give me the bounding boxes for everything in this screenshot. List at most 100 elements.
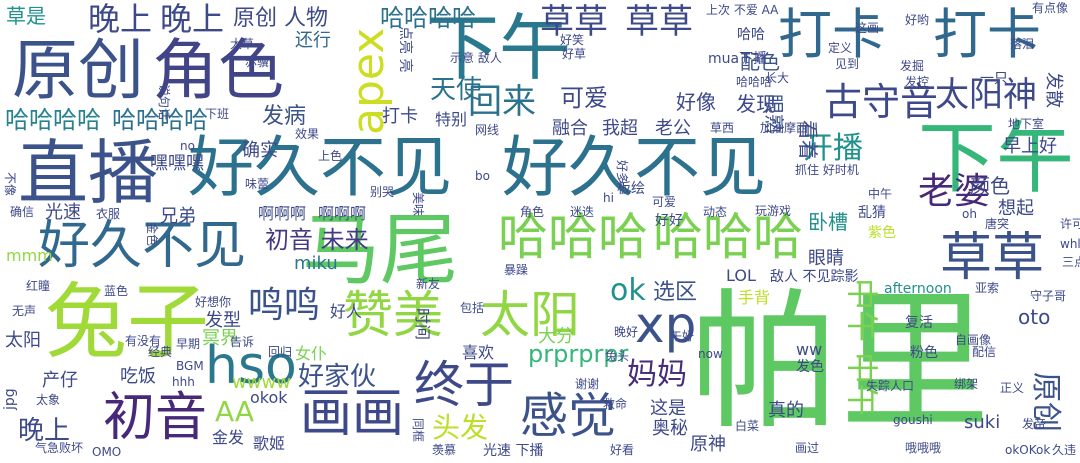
cloud-word: 味蕾 — [245, 177, 270, 191]
cloud-word: 救命 — [603, 397, 628, 411]
cloud-word: 好好 — [655, 213, 683, 229]
cloud-word: 别哭 — [370, 185, 395, 199]
cloud-word: 有没有 — [125, 334, 162, 348]
cloud-word: 哈哈哈 — [653, 208, 803, 266]
cloud-word: 下班 — [205, 107, 230, 121]
cloud-word: 直播 — [18, 132, 158, 214]
cloud-word: 嘿嘿嘿 — [150, 153, 204, 174]
cloud-word: 奥秘 — [652, 418, 688, 439]
cloud-word: now — [698, 347, 723, 361]
cloud-word: 新友 — [416, 277, 441, 291]
cloud-word: ww — [796, 340, 823, 359]
cloud-word: 暴躁 — [504, 263, 529, 277]
cloud-word: 配色 — [740, 50, 780, 74]
cloud-word: 上色 — [318, 149, 343, 163]
cloud-word: 这是 — [650, 398, 686, 419]
cloud-word: hhh — [172, 375, 195, 389]
cloud-word: 马尾 — [302, 206, 459, 296]
cloud-word: 草是 — [6, 4, 46, 28]
cloud-word: 真的 — [768, 400, 804, 421]
cloud-word: BGM — [176, 359, 204, 373]
cloud-word: 好像 — [676, 90, 716, 114]
cloud-word: 颜色 — [970, 174, 1010, 198]
cloud-word: 冥界 — [202, 328, 238, 349]
cloud-word: 好久不见 — [502, 129, 766, 206]
cloud-word: 角色 — [520, 205, 545, 219]
cloud-word: 确实 — [242, 140, 278, 161]
cloud-word: 兔头 — [605, 349, 630, 363]
cloud-word: 好久不见 — [188, 129, 452, 206]
cloud-word: 好久不见 — [38, 216, 247, 276]
cloud-word: 早期 — [176, 337, 201, 351]
cloud-word: 好家伙 — [298, 362, 377, 392]
cloud-word: 包括 — [460, 301, 485, 315]
cloud-word: goushi — [893, 413, 933, 427]
cloud-word: jpg — [2, 388, 18, 410]
cloud-word: 美味 — [411, 192, 425, 217]
cloud-word: 告诉 — [230, 335, 255, 349]
cloud-word: 长大 — [765, 71, 790, 85]
cloud-word: 光速 下播 — [483, 443, 544, 459]
cloud-word: 哈哈 — [737, 27, 765, 43]
cloud-word: 女仆 — [295, 344, 328, 363]
cloud-word: 效果 — [295, 127, 320, 141]
cloud-word: 确信 — [10, 205, 35, 219]
cloud-word: 羡慕 — [432, 443, 457, 457]
cloud-word: 角色 — [152, 32, 284, 109]
cloud-word: 发控 — [905, 75, 930, 89]
cloud-word: 守子哥 — [1030, 289, 1067, 303]
cloud-word: 终于 — [414, 356, 514, 414]
cloud-word: 发色 — [796, 359, 824, 375]
cloud-word: 见到 — [835, 57, 860, 71]
cloud-word: 唐突 — [985, 217, 1010, 231]
cloud-word: 晚上 — [18, 416, 71, 446]
cloud-word: 三点 — [1062, 255, 1080, 269]
cloud-word: prprprpr — [528, 340, 629, 368]
cloud-word: 白菜 — [735, 419, 760, 433]
cloud-word: 红瞳 — [26, 279, 51, 293]
cloud-word: 发掘 — [900, 59, 925, 73]
cloud-word: 老婆 — [918, 171, 991, 212]
cloud-word: hso — [205, 336, 297, 396]
cloud-word: 同框 — [411, 418, 425, 443]
cloud-word: 亚索 — [975, 281, 1000, 295]
cloud-word: 许可 — [1060, 217, 1080, 231]
cloud-word: 喜欢 — [462, 343, 495, 362]
cloud-word: 特别 — [435, 110, 468, 129]
cloud-word: 午好 — [670, 329, 695, 343]
cloud-word: 打卡 — [382, 106, 418, 127]
cloud-word: 好哟 — [905, 13, 930, 27]
cloud-word: 吃饭 — [120, 366, 156, 387]
cloud-word: 抓住 好时机 — [795, 163, 859, 177]
cloud-word: 哈哈哈哈 — [380, 4, 476, 32]
cloud-word: 初音 — [103, 388, 208, 448]
cloud-word: 自画像 — [955, 333, 992, 347]
cloud-word: 网线 — [475, 123, 500, 137]
cloud-word: 下午 — [427, 6, 572, 90]
cloud-word: 板绘 — [617, 181, 645, 197]
cloud-word: 点亮 亮 — [397, 26, 413, 73]
cloud-word: miku — [294, 253, 338, 274]
cloud-word: 地下室 — [1008, 117, 1045, 131]
cloud-word: 大草 — [230, 37, 255, 51]
cloud-word: 回来 — [468, 82, 536, 122]
cloud-word: 太阳 — [480, 286, 580, 344]
cloud-word: 天使 — [430, 75, 483, 105]
cloud-word: 失踪人口 — [866, 379, 915, 393]
cloud-word: mua下播 — [708, 51, 768, 67]
cloud-word: 啊啊啊 — [258, 204, 307, 223]
cloud-word: 好多 — [615, 160, 629, 185]
cloud-word: 配信 — [972, 345, 997, 359]
cloud-word: 一只 — [980, 71, 1008, 87]
cloud-word: 蓝色 — [104, 284, 129, 298]
cloud-word: 好看 — [610, 443, 635, 457]
cloud-word: 妈妈 — [627, 357, 687, 392]
cloud-word: 晚上 — [88, 0, 153, 38]
cloud-word: 紫色 — [868, 225, 896, 241]
cloud-word: afternoon — [884, 281, 952, 297]
cloud-word: 敌人 不见踪影 — [770, 269, 859, 285]
cloud-word: 绑架 — [954, 377, 979, 391]
cloud-word: 好想你 — [195, 295, 232, 309]
cloud-word: 选区 — [653, 280, 698, 305]
